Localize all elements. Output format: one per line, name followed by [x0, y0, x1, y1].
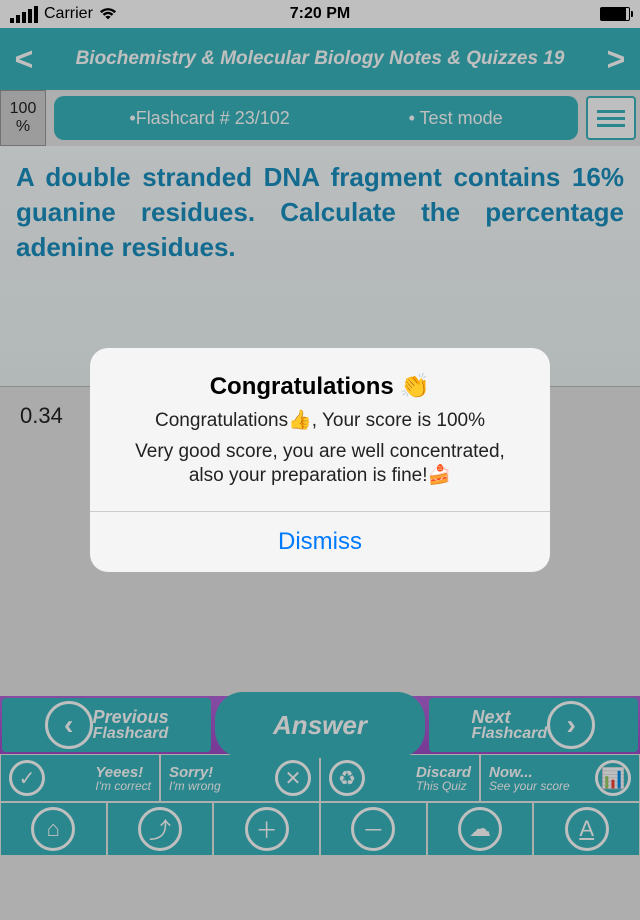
alert-title: Congratulations 👏	[118, 372, 522, 401]
dismiss-button[interactable]: Dismiss	[90, 511, 550, 572]
alert-message-1: Congratulations👍, Your score is 100%	[118, 409, 522, 434]
modal-overlay: Congratulations 👏 Congratulations👍, Your…	[0, 0, 640, 920]
alert-dialog: Congratulations 👏 Congratulations👍, Your…	[90, 348, 550, 572]
alert-message-2: Very good score, you are well concentrat…	[118, 440, 522, 489]
